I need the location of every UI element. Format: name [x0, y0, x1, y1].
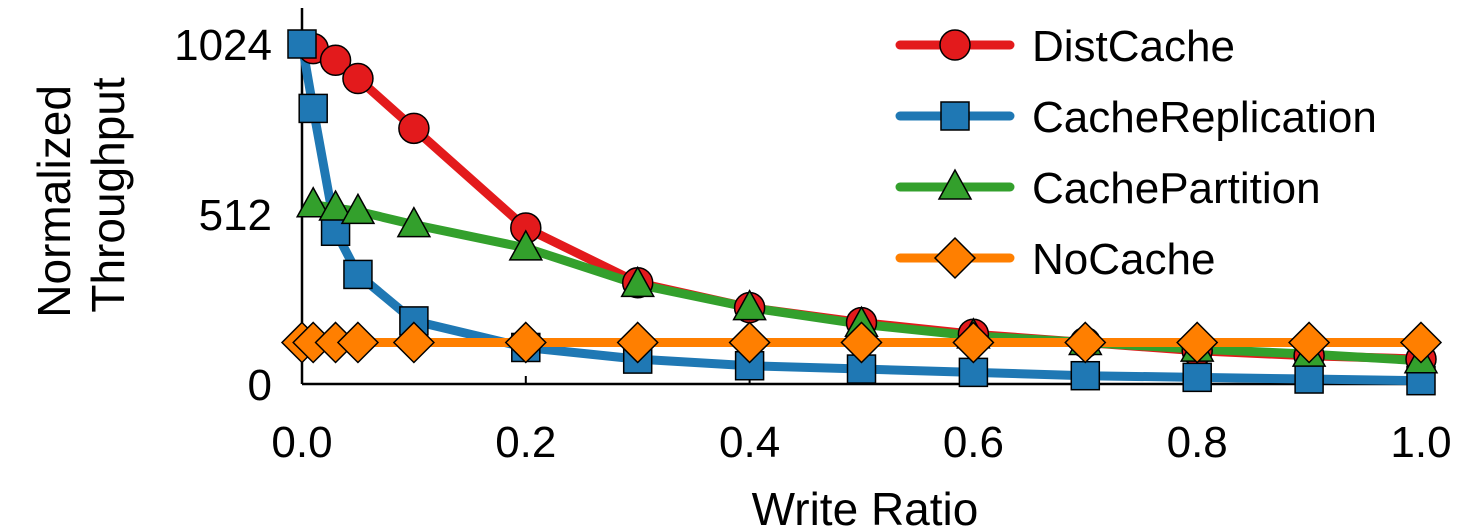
tick-labels: 0.0 0.2 0.4 0.6 0.8 1.0 0 512 1024: [174, 21, 1451, 467]
data-point-nocache: [336, 321, 380, 364]
y-tick-label: 512: [199, 191, 272, 240]
data-point-nocache: [1288, 321, 1331, 364]
x-tick-label: 0.4: [719, 418, 780, 467]
data-point-cachereplication: [287, 29, 317, 59]
x-tick-label: 0.2: [495, 418, 556, 467]
legend-item-nocache: NoCache: [895, 235, 1215, 284]
data-point-cachepartition: [732, 289, 767, 321]
y-axis-title-line-2: Throughput: [82, 77, 134, 312]
data-point-cachereplication: [298, 93, 328, 124]
data-point-cachepartition: [396, 206, 432, 238]
legend-swatch-marker: [939, 29, 971, 61]
data-point-cachereplication: [1182, 362, 1212, 393]
data-point-nocache: [616, 321, 659, 364]
x-tick-label: 1.0: [1390, 418, 1451, 467]
y-tick-label: 0: [248, 361, 272, 410]
legend-item-cachepartition: CachePartition: [895, 164, 1321, 213]
data-point-nocache: [392, 321, 435, 364]
legend: DistCache CacheReplication CachePartition N…: [895, 22, 1377, 284]
legend-label: CacheReplication: [1032, 93, 1377, 142]
legend-swatch-marker: [933, 236, 977, 280]
data-point-nocache: [1399, 321, 1443, 364]
legend-item-cachereplication: CacheReplication: [895, 93, 1377, 142]
data-point-cachepartition: [620, 265, 655, 298]
x-tick-label: 0.6: [943, 418, 1004, 467]
x-axis-title: Write Ratio: [752, 483, 979, 530]
data-point-distcache: [319, 44, 352, 77]
legend-item-distcache: DistCache: [895, 22, 1235, 71]
legend-label: CachePartition: [1032, 164, 1321, 213]
data-point-cachepartition: [508, 229, 544, 261]
data-point-nocache: [1064, 321, 1107, 364]
legend-label: NoCache: [1032, 235, 1215, 284]
data-point-nocache: [504, 321, 547, 364]
data-point-distcache: [342, 62, 374, 95]
data-point-nocache: [952, 321, 995, 364]
legend-label: DistCache: [1032, 22, 1235, 71]
series-markers: [280, 29, 1443, 396]
y-tick-label: 1024: [174, 21, 272, 70]
data-point-cachepartition: [295, 186, 331, 218]
data-point-nocache: [840, 321, 883, 364]
data-point-cachereplication: [1070, 360, 1101, 391]
data-point-nocache: [1176, 321, 1219, 364]
data-point-cachereplication: [343, 259, 373, 290]
y-axis-title: Normalized Throughput: [28, 72, 134, 317]
x-tick-label: 0.0: [271, 418, 332, 467]
y-axis-title-line-1: Normalized: [28, 85, 80, 318]
legend-swatch-marker: [937, 168, 973, 200]
data-point-cachepartition: [340, 192, 376, 225]
data-point-cachereplication: [1294, 364, 1324, 394]
x-tick-label: 0.8: [1167, 418, 1228, 467]
data-point-cachepartition: [318, 189, 353, 221]
data-point-nocache: [728, 321, 771, 364]
data-point-distcache: [398, 112, 430, 145]
legend-swatch-marker: [940, 101, 970, 131]
